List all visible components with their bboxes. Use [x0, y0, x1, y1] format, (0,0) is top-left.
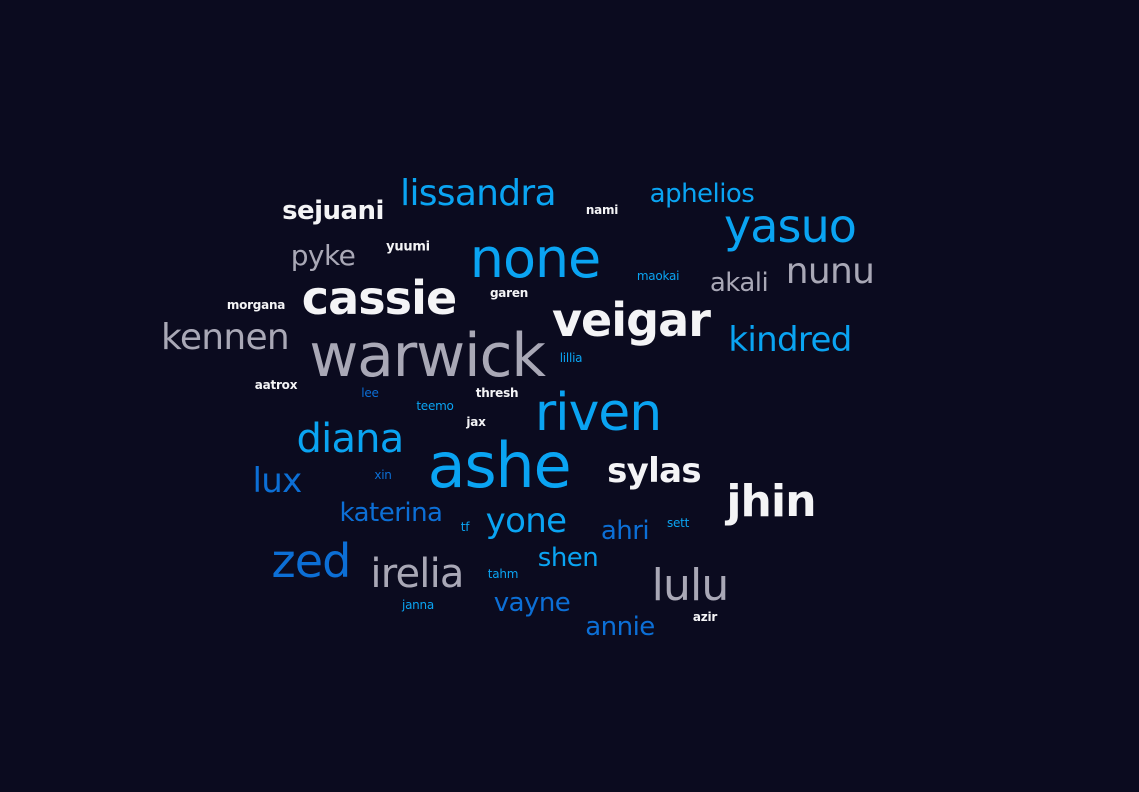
word-kindred: kindred [728, 320, 852, 360]
word-akali: akali [709, 268, 769, 298]
word-none: none [469, 227, 601, 290]
word-tahm: tahm [487, 567, 519, 581]
word-thresh: thresh [475, 386, 519, 400]
word-lux: lux [252, 461, 302, 501]
word-cassie: cassie [301, 271, 457, 325]
word-lee: lee [361, 386, 379, 400]
word-xin: xin [374, 468, 392, 482]
word-nunu: nunu [785, 251, 875, 292]
word-tf: tf [460, 520, 470, 534]
word-riven: riven [534, 383, 662, 443]
word-sylas: sylas [607, 451, 702, 491]
word-zed: zed [271, 534, 352, 588]
word-ahri: ahri [600, 516, 650, 546]
word-azir: azir [692, 610, 718, 624]
word-vayne: vayne [493, 588, 571, 618]
word-yasuo: yasuo [723, 199, 857, 253]
word-irelia: irelia [370, 551, 464, 597]
word-warwick: warwick [309, 321, 546, 391]
word-katerina: katerina [339, 498, 443, 528]
word-annie: annie [585, 612, 655, 642]
word-lissandra: lissandra [400, 173, 556, 214]
word-sett: sett [666, 516, 690, 530]
word-lulu: lulu [651, 560, 730, 611]
word-aatrox: aatrox [254, 378, 298, 392]
word-garen: garen [489, 286, 529, 300]
word-pyke: pyke [290, 239, 356, 272]
word-nami: nami [585, 203, 619, 217]
word-jax: jax [466, 415, 486, 429]
word-jhin: jhin [726, 476, 816, 527]
word-teemo: teemo [416, 399, 454, 413]
word-aphelios: aphelios [649, 179, 755, 209]
word-kennen: kennen [161, 317, 290, 358]
word-maokai: maokai [636, 269, 680, 283]
word-sejuani: sejuani [282, 196, 384, 226]
word-shen: shen [537, 543, 599, 573]
word-yone: yone [485, 501, 567, 541]
word-morgana: morgana [226, 298, 286, 312]
word-veigar: veigar [551, 293, 711, 347]
word-ashe: ashe [427, 429, 572, 502]
word-diana: diana [296, 416, 405, 462]
word-lillia: lillia [559, 351, 583, 365]
word-janna: janna [401, 598, 435, 612]
word-yuumi: yuumi [386, 239, 430, 255]
